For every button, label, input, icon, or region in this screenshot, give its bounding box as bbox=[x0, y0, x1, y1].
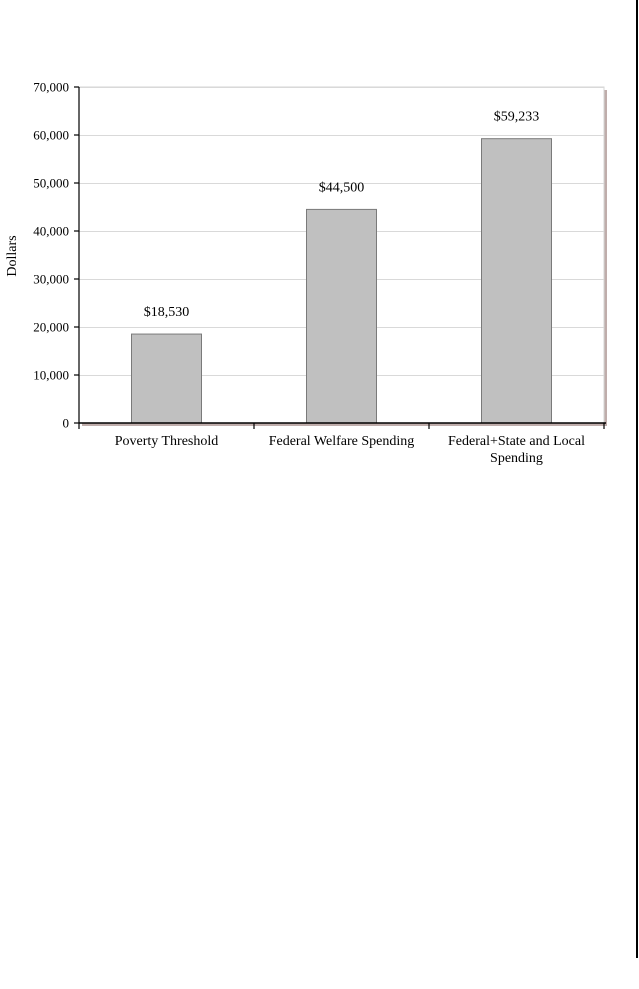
y-tick-label: 70,000 bbox=[33, 80, 69, 95]
data-labels: $18,530 $44,500 $59,233 bbox=[144, 110, 540, 320]
x-category-label: Federal+State and Local Spending bbox=[448, 434, 585, 466]
bar bbox=[131, 333, 202, 424]
x-category-label-line: Federal+State and Local bbox=[448, 434, 585, 449]
x-category-label-line: Spending bbox=[490, 451, 543, 466]
data-label: $44,500 bbox=[319, 180, 365, 195]
y-tick-label: 30,000 bbox=[33, 272, 69, 287]
x-axis-categories: Poverty Threshold Federal Welfare Spendin… bbox=[115, 434, 585, 466]
y-axis-title: Dollars bbox=[5, 235, 20, 276]
x-category-label: Federal Welfare Spending bbox=[269, 434, 415, 449]
bars bbox=[131, 138, 552, 424]
bar bbox=[481, 138, 552, 424]
y-tick-label: 0 bbox=[63, 416, 70, 431]
bar bbox=[306, 208, 377, 424]
y-tick-label: 60,000 bbox=[33, 128, 69, 143]
y-tick-label: 10,000 bbox=[33, 368, 69, 383]
y-axis-ticks: 0 10,000 20,000 30,000 40,000 50,000 60,000 70,… bbox=[33, 80, 79, 431]
y-tick-label: 50,000 bbox=[33, 176, 69, 191]
x-category-label-line: Poverty Threshold bbox=[115, 434, 219, 449]
axes bbox=[78, 87, 606, 429]
x-category-label-line: Federal Welfare Spending bbox=[269, 434, 415, 449]
y-tick-label: 20,000 bbox=[33, 320, 69, 335]
data-label: $18,530 bbox=[144, 305, 190, 320]
y-tick-label: 40,000 bbox=[33, 224, 69, 239]
x-category-label: Poverty Threshold bbox=[115, 434, 219, 449]
page-right-border bbox=[636, 0, 638, 958]
data-label: $59,233 bbox=[494, 110, 540, 125]
